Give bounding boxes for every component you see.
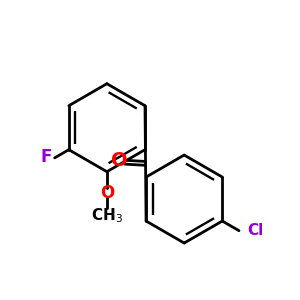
Text: CH$_3$: CH$_3$	[91, 206, 123, 225]
Text: O: O	[100, 184, 114, 202]
Text: O: O	[111, 152, 128, 170]
Text: Cl: Cl	[247, 223, 264, 238]
Text: F: F	[40, 148, 52, 166]
